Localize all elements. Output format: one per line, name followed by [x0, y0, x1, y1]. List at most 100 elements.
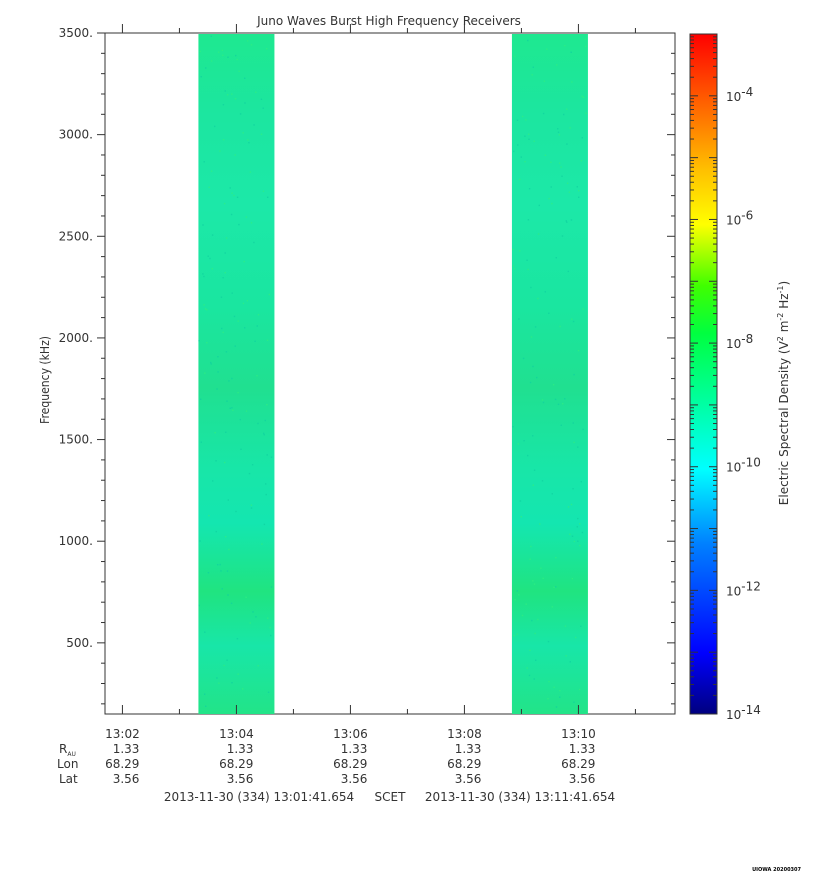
data-band-noise-dot	[266, 404, 268, 406]
data-band-noise-dot	[526, 259, 528, 261]
data-band-noise-dot	[208, 514, 210, 517]
data-band-noise-dot	[224, 461, 226, 464]
data-band-noise-dot	[534, 326, 537, 328]
data-band-noise-dot	[559, 689, 561, 692]
data-band-noise-dot	[577, 517, 579, 520]
colorbar-label-end: )	[777, 281, 791, 286]
data-band-noise-dot	[240, 448, 242, 450]
data-band-noise-dot	[224, 272, 226, 274]
data-band-noise-dot	[572, 488, 574, 490]
data-band-noise-dot	[564, 398, 566, 400]
data-band-noise-dot	[216, 388, 218, 390]
data-band-noise-dot	[265, 483, 267, 485]
data-band-noise-dot	[576, 526, 578, 528]
data-band-noise-dot	[237, 673, 239, 675]
data-band-noise-dot	[521, 115, 524, 118]
data-band-noise-dot	[242, 688, 244, 690]
data-band-noise-dot	[529, 649, 531, 652]
data-band-noise-dot	[517, 144, 519, 146]
data-band-noise-dot	[215, 530, 217, 533]
ephem-rau-value: 1.33	[227, 742, 254, 756]
data-band-noise-dot	[261, 543, 263, 545]
data-band-noise-dot	[522, 357, 525, 360]
data-band-noise-dot	[537, 618, 539, 621]
data-band-noise-dot	[569, 533, 571, 535]
data-band-noise-dot	[244, 102, 246, 104]
data-band-noise-dot	[262, 190, 265, 192]
data-band-noise-dot	[527, 268, 529, 271]
data-band-noise-dot	[561, 235, 564, 237]
data-band-noise-dot	[227, 594, 229, 596]
data-band-noise-dot	[537, 233, 540, 235]
data-band-noise-dot	[222, 139, 225, 141]
data-band-noise-dot	[576, 186, 578, 188]
data-band-noise-dot	[532, 484, 534, 486]
data-band-noise-dot	[517, 443, 520, 445]
data-band-noise-dot	[200, 76, 202, 78]
data-band-noise-dot	[199, 540, 201, 542]
data-band-noise-dot	[217, 371, 219, 373]
ephem-lon-value: 68.29	[447, 757, 481, 771]
data-band-noise-dot	[262, 107, 264, 109]
data-band-noise-dot	[231, 682, 233, 684]
data-band-noise-dot	[222, 54, 224, 56]
data-band-noise-dot	[520, 516, 522, 518]
ephem-rau-value: 1.33	[569, 742, 596, 756]
data-band-noise-dot	[573, 540, 576, 543]
data-band-noise-dot	[231, 407, 233, 409]
colorbar-label: Electric Spectral Density (V2 m-2 Hz-1)	[776, 281, 791, 505]
data-band-noise-dot	[217, 564, 219, 566]
data-band-noise-dot	[556, 64, 558, 66]
x-tick-label: 13:04	[219, 727, 254, 741]
data-band-noise-dot	[199, 50, 201, 53]
data-band-noise-dot	[270, 634, 272, 637]
data-band-noise-dot	[585, 45, 587, 47]
data-band-noise-dot	[560, 424, 562, 426]
data-band-noise-dot	[263, 432, 265, 435]
data-band-noise-dot	[264, 419, 266, 422]
data-band-noise-dot	[570, 219, 573, 221]
data-band-noise-dot	[573, 373, 575, 376]
data-band-noise-dot	[237, 320, 239, 322]
y-tick-label: 3500.	[59, 26, 93, 40]
data-band-noise-dot	[267, 691, 270, 693]
data-band-noise-dot	[580, 481, 582, 483]
data-band-noise-dot	[215, 460, 217, 462]
colorbar-label-supm1: -1	[776, 286, 785, 294]
data-band-noise-dot	[539, 523, 541, 525]
data-band-noise-dot	[228, 380, 230, 382]
data-band-noise-dot	[570, 51, 572, 53]
y-tick-label: 2000.	[59, 331, 93, 345]
data-band-noise-dot	[542, 577, 544, 580]
data-band-noise-dot	[516, 633, 518, 635]
data-band-noise-dot	[567, 270, 569, 273]
data-band-noise-dot	[269, 626, 271, 629]
data-band-noise-dot	[564, 625, 567, 627]
data-band-noise-dot	[580, 625, 582, 627]
data-band-noise-dot	[204, 372, 206, 374]
data-band-noise-dot	[532, 365, 534, 368]
data-band-noise-dot	[530, 286, 532, 289]
time-range-start: 2013-11-30 (334) 13:01:41.654	[164, 790, 354, 804]
ephem-lon-value: 68.29	[105, 757, 139, 771]
data-band-noise-dot	[565, 220, 567, 222]
data-band-noise-dot	[228, 548, 230, 551]
data-band-noise-dot	[203, 275, 205, 278]
data-band-noise-dot	[533, 678, 535, 680]
data-band-noise-dot	[520, 156, 522, 158]
data-band-noise-dot	[246, 40, 249, 42]
data-band-noise-dot	[518, 318, 520, 320]
data-band-noise-dot	[208, 186, 210, 188]
data-band-noise-dot	[211, 234, 214, 236]
data-band-noise-dot	[550, 186, 552, 188]
y-tick-label: 500.	[66, 636, 93, 650]
data-band-noise-dot	[250, 504, 253, 506]
data-band-noise-dot	[581, 137, 583, 139]
data-band-noise-dot	[541, 399, 544, 401]
data-band-noise-dot	[578, 196, 580, 198]
data-band-noise-dot	[519, 500, 522, 502]
data-band-noise-dot	[205, 705, 207, 707]
data-band-noise-dot	[533, 140, 535, 142]
data-band-noise-dot	[582, 96, 585, 98]
